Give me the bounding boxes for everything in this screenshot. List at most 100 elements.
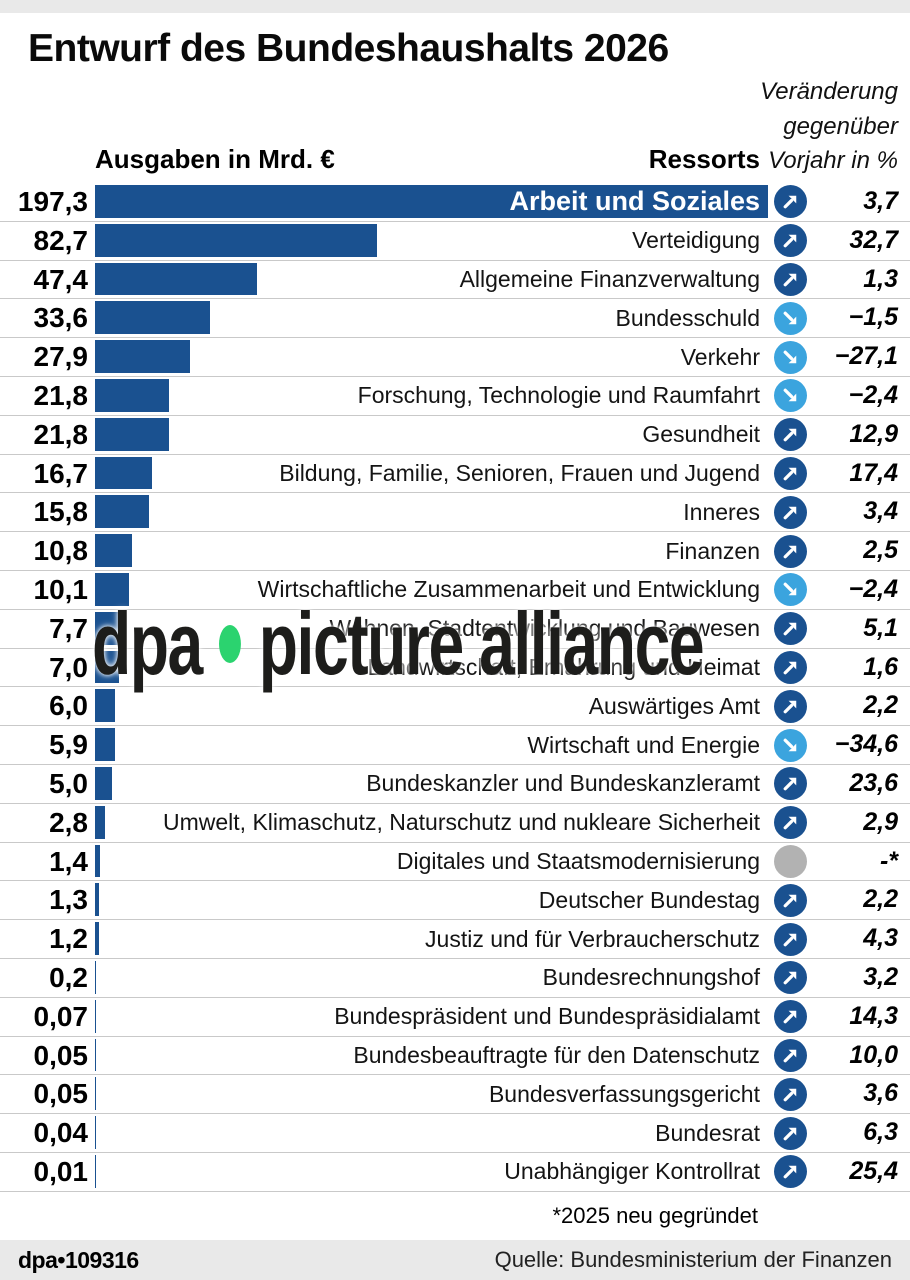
arrow-up-right-icon — [783, 894, 796, 908]
row-change: 10,0 — [849, 1040, 898, 1069]
row-bar-area: Gesundheit — [95, 416, 768, 454]
trend-icon — [773, 844, 807, 878]
chart-row: 5,0 Bundeskanzler und Bundeskanzleramt 2… — [0, 765, 910, 804]
row-change: −27,1 — [834, 342, 898, 371]
row-bar-area: Wohnen, Stadtentwicklung und Bauwesen — [95, 610, 768, 648]
arrow-up-right-icon — [783, 506, 796, 520]
row-label: Bundespräsident und Bundespräsidialamt — [334, 1003, 760, 1030]
chart-row: 15,8 Inneres 3,4 — [0, 493, 910, 533]
row-value: 6,0 — [49, 690, 88, 722]
trend-icon — [773, 495, 807, 529]
row-bar-area: Landwirtschaft, Ernährung und Heimat — [95, 649, 768, 687]
row-label: Verkehr — [680, 343, 760, 370]
row-bar-area: Bundeskanzler und Bundeskanzleramt — [95, 765, 768, 803]
bar — [95, 766, 113, 800]
footnote: *2025 neu gegründet — [552, 1202, 758, 1228]
row-value: 7,7 — [49, 612, 88, 644]
arrow-up-right-icon — [783, 1088, 796, 1102]
row-value: 0,01 — [33, 1155, 89, 1187]
arrow-up-right-icon — [783, 816, 796, 830]
row-value: 0,05 — [33, 1039, 89, 1071]
trend-icon — [773, 650, 807, 684]
row-change: 2,2 — [863, 691, 898, 720]
row-bar-area: Justiz und für Verbraucherschutz — [95, 920, 768, 958]
chart-row: 82,7 Verteidigung 32,7 — [0, 222, 910, 261]
trend-icon-cell — [768, 610, 812, 648]
row-label: Wirtschaftliche Zusammenarbeit und Entwi… — [257, 576, 760, 603]
row-change: −34,6 — [834, 730, 898, 759]
trend-icon — [773, 573, 807, 607]
row-label: Unabhängiger Kontrollrat — [504, 1158, 760, 1185]
dpa-graphic-id: dpa•109316 — [18, 1246, 139, 1273]
row-label: Auswärtiges Amt — [588, 692, 760, 719]
chart-row: 1,4 Digitales und Staatsmodernisierung -… — [0, 843, 910, 882]
row-change: −1,5 — [848, 303, 898, 332]
row-label: Arbeit und Soziales — [509, 186, 760, 217]
arrow-up-right-icon — [783, 545, 796, 558]
chart-row: 5,9 Wirtschaft und Energie −34,6 — [0, 726, 910, 765]
arrow-up-right-icon — [783, 622, 796, 636]
chart-row: 0,2 Bundesrechnungshof 3,2 — [0, 959, 910, 998]
row-value: 33,6 — [33, 302, 89, 334]
row-change: 32,7 — [849, 225, 898, 254]
bar — [95, 1038, 96, 1072]
bar — [95, 534, 132, 567]
row-value: 21,8 — [33, 379, 89, 411]
bar — [95, 456, 152, 490]
row-value: 0,07 — [33, 1000, 89, 1032]
trend-icon-cell — [768, 765, 812, 803]
row-bar-area: Verkehr — [95, 338, 768, 376]
row-bar-area: Bundesverfassungsgericht — [95, 1075, 768, 1113]
row-bar-area: Auswärtiges Amt — [95, 687, 768, 725]
row-label: Forschung, Technologie und Raumfahrt — [357, 382, 760, 409]
row-bar-area: Finanzen — [95, 532, 768, 570]
trend-icon-cell — [768, 920, 812, 958]
row-change: 2,9 — [863, 807, 898, 836]
trend-icon-cell — [768, 183, 812, 221]
row-change: 2,5 — [863, 536, 898, 565]
row-change: 5,1 — [863, 613, 898, 642]
row-label: Landwirtschaft, Ernährung und Heimat — [367, 653, 761, 680]
row-change: 3,7 — [863, 187, 898, 215]
arrow-up-right-icon — [783, 234, 796, 248]
row-change: −2,4 — [848, 380, 898, 409]
row-change: 3,2 — [863, 962, 898, 991]
row-change: 4,3 — [863, 924, 898, 953]
row-label: Bildung, Familie, Senioren, Frauen und J… — [279, 459, 760, 486]
trend-icon-cell — [768, 649, 812, 687]
trend-icon-cell — [768, 804, 812, 842]
row-bar-area: Umwelt, Klimaschutz, Naturschutz und nuk… — [95, 804, 768, 842]
row-label: Verteidigung — [632, 227, 760, 254]
bar — [95, 417, 170, 451]
top-strip — [0, 0, 910, 13]
trend-icon — [773, 1116, 807, 1150]
row-value: 0,05 — [33, 1078, 89, 1110]
row-change: 23,6 — [849, 768, 898, 797]
chart-row: 10,1 Wirtschaftliche Zusammenarbeit und … — [0, 571, 910, 610]
arrow-down-right-icon — [783, 350, 796, 363]
bar — [95, 1154, 96, 1188]
row-value: 1,2 — [49, 923, 88, 955]
trend-icon-cell — [768, 338, 812, 376]
bar — [95, 728, 116, 761]
row-bar-area: Bundesbeauftragte für den Datenschutz — [95, 1037, 768, 1075]
row-value: 82,7 — [33, 224, 89, 256]
column-header-change-line1: Veränderung — [760, 78, 898, 106]
row-value: 5,9 — [49, 729, 88, 761]
row-value: 0,2 — [49, 961, 88, 993]
row-value: 16,7 — [33, 457, 89, 489]
trend-icon — [773, 224, 807, 258]
row-label: Bundesbeauftragte für den Datenschutz — [353, 1041, 760, 1068]
row-value: 15,8 — [33, 496, 89, 528]
chart-row: 16,7 Bildung, Familie, Senioren, Frauen … — [0, 455, 910, 494]
row-label: Justiz und für Verbraucherschutz — [425, 925, 760, 952]
trend-icon — [773, 1155, 807, 1189]
arrow-up-right-icon — [783, 778, 796, 791]
bar — [95, 805, 105, 839]
trend-icon-cell — [768, 881, 812, 919]
row-value: 197,3 — [17, 186, 88, 217]
column-header-change: Veränderung gegenüber Vorjahr in % — [760, 75, 898, 179]
arrow-up-right-icon — [783, 972, 796, 985]
row-value: 10,1 — [33, 573, 89, 605]
trend-icon — [773, 379, 807, 413]
